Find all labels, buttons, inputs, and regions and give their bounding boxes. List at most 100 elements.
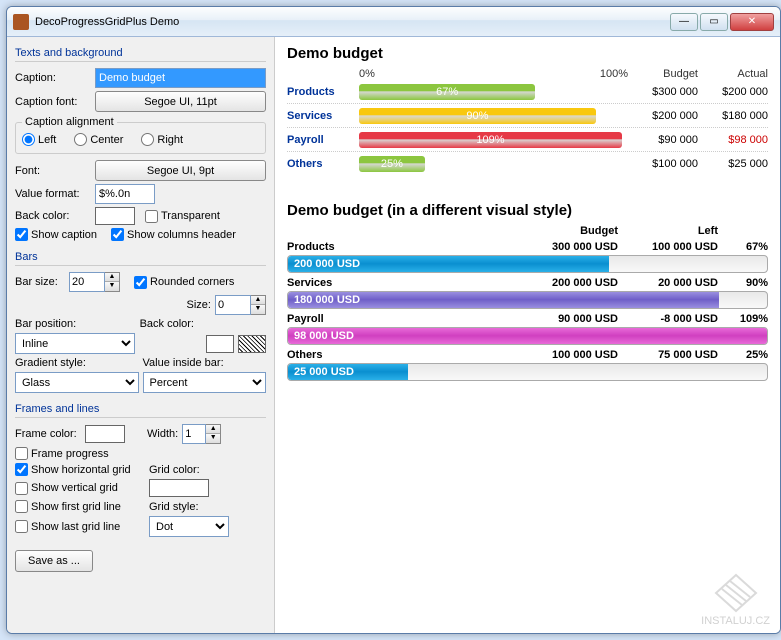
row2-budget: 90 000 USD: [518, 313, 618, 325]
frame-width-spinner[interactable]: ▲▼: [182, 424, 221, 444]
row-name: Payroll: [287, 134, 359, 146]
row-name: Products: [287, 86, 359, 98]
font-button[interactable]: Segoe UI, 9pt: [95, 160, 266, 181]
gradient-style-label: Gradient style:: [15, 357, 139, 369]
window-title: DecoProgressGridPlus Demo: [35, 16, 668, 28]
corner-size-label: Size:: [187, 299, 211, 311]
scale-max: 100%: [600, 68, 628, 80]
grid2-title: Demo budget (in a different visual style…: [287, 202, 768, 219]
save-as-button[interactable]: Save as ...: [15, 550, 93, 572]
row2-name: Others: [287, 349, 518, 361]
row-actual: $200 000: [698, 86, 768, 98]
row-actual: $180 000: [698, 110, 768, 122]
group-frames-label: Frames and lines: [15, 403, 266, 415]
maximize-button[interactable]: ▭: [700, 13, 728, 31]
frame-color-picker[interactable]: [85, 425, 125, 443]
grid1-row: Payroll 109% $90 000 $98 000: [287, 128, 768, 152]
col2-left: Left: [618, 225, 718, 237]
gradient-style-select[interactable]: Glass: [15, 372, 139, 393]
row2-left: 100 000 USD: [618, 241, 718, 253]
bar-position-label: Bar position:: [15, 318, 136, 330]
bar-back-color-picker[interactable]: [206, 335, 234, 353]
grid-color-label: Grid color:: [149, 464, 200, 476]
close-button[interactable]: ✕: [730, 13, 774, 31]
titlebar[interactable]: DecoProgressGridPlus Demo — ▭ ✕: [7, 7, 780, 37]
app-window: DecoProgressGridPlus Demo — ▭ ✕ Texts an…: [6, 6, 781, 634]
align-center-radio[interactable]: Center: [74, 133, 123, 146]
row-budget: $300 000: [628, 86, 698, 98]
row-budget: $200 000: [628, 110, 698, 122]
grid1-row: Others 25% $100 000 $25 000: [287, 152, 768, 176]
progress-track: 98 000 USD: [287, 327, 768, 345]
minimize-button[interactable]: —: [670, 13, 698, 31]
progress-grid-2: Budget Left Products 300 000 USD 100 000…: [287, 225, 768, 381]
col2-budget: Budget: [518, 225, 618, 237]
row2-left: 75 000 USD: [618, 349, 718, 361]
progress-bar: 67%: [359, 84, 535, 100]
grid2-row-header: Services 200 000 USD 20 000 USD 90%: [287, 277, 768, 289]
row2-left: -8 000 USD: [618, 313, 718, 325]
scale-min: 0%: [359, 68, 375, 80]
frame-color-label: Frame color:: [15, 428, 81, 440]
app-icon: [13, 14, 29, 30]
value-inside-select[interactable]: Percent: [143, 372, 267, 393]
preview-panel: Demo budget 0% 100% Budget Actual Product…: [275, 37, 780, 633]
caption-font-label: Caption font:: [15, 96, 91, 108]
progress-bar: 90%: [359, 108, 596, 124]
col-budget: Budget: [628, 68, 698, 80]
row2-budget: 200 000 USD: [518, 277, 618, 289]
frame-width-label: Width:: [147, 428, 178, 440]
progress-fill: 25 000 USD: [288, 364, 408, 380]
progress-grid-1: 0% 100% Budget Actual Products 67% $300 0…: [287, 68, 768, 176]
progress-track: 180 000 USD: [287, 291, 768, 309]
grid1-row: Products 67% $300 000 $200 000: [287, 80, 768, 104]
value-format-input[interactable]: [95, 184, 155, 204]
progress-bar: 109%: [359, 132, 622, 148]
grid2-row-header: Products 300 000 USD 100 000 USD 67%: [287, 241, 768, 253]
caption-font-button[interactable]: Segoe UI, 11pt: [95, 91, 266, 112]
grid2-row-header: Payroll 90 000 USD -8 000 USD 109%: [287, 313, 768, 325]
bar-position-select[interactable]: Inline: [15, 333, 135, 354]
row-budget: $90 000: [628, 134, 698, 146]
row-name: Services: [287, 110, 359, 122]
show-vgrid-check[interactable]: Show vertical grid: [15, 482, 145, 495]
grid-style-select[interactable]: Dot: [149, 516, 229, 537]
corner-size-spinner[interactable]: ▲▼: [215, 295, 266, 315]
caption-input[interactable]: [95, 68, 266, 88]
grid2-row-header: Others 100 000 USD 75 000 USD 25%: [287, 349, 768, 361]
rounded-corners-check[interactable]: Rounded corners: [134, 276, 234, 289]
transparent-check[interactable]: Transparent: [145, 210, 220, 223]
back-color-picker[interactable]: [95, 207, 135, 225]
back-color-label: Back color:: [15, 210, 91, 222]
group-bars-label: Bars: [15, 251, 266, 263]
frame-progress-check[interactable]: Frame progress: [15, 447, 109, 460]
alignment-legend: Caption alignment: [22, 116, 117, 128]
grid1-title: Demo budget: [287, 45, 768, 62]
back-color2-label: Back color:: [140, 318, 194, 330]
align-left-radio[interactable]: Left: [22, 133, 56, 146]
progress-track: 200 000 USD: [287, 255, 768, 273]
progress-bar: 25%: [359, 156, 425, 172]
grid-color-picker[interactable]: [149, 479, 209, 497]
row-budget: $100 000: [628, 158, 698, 170]
row2-pct: 90%: [718, 277, 768, 289]
show-first-line-check[interactable]: Show first grid line: [15, 500, 145, 513]
col-actual: Actual: [698, 68, 768, 80]
row2-name: Payroll: [287, 313, 518, 325]
value-inside-label: Value inside bar:: [143, 357, 267, 369]
progress-fill: 200 000 USD: [288, 256, 609, 272]
show-last-line-check[interactable]: Show last grid line: [15, 520, 145, 533]
font-label: Font:: [15, 165, 91, 177]
show-columns-check[interactable]: Show columns header: [111, 228, 236, 241]
show-caption-check[interactable]: Show caption: [15, 228, 97, 241]
bar-size-spinner[interactable]: ▲▼: [69, 272, 120, 292]
value-format-label: Value format:: [15, 188, 91, 200]
align-right-radio[interactable]: Right: [141, 133, 183, 146]
row2-pct: 25%: [718, 349, 768, 361]
bar-pattern-picker[interactable]: [238, 335, 266, 353]
row2-pct: 109%: [718, 313, 768, 325]
progress-track: 25 000 USD: [287, 363, 768, 381]
row-actual: $98 000: [698, 134, 768, 146]
bar-size-label: Bar size:: [15, 276, 65, 288]
show-hgrid-check[interactable]: Show horizontal grid: [15, 463, 145, 476]
